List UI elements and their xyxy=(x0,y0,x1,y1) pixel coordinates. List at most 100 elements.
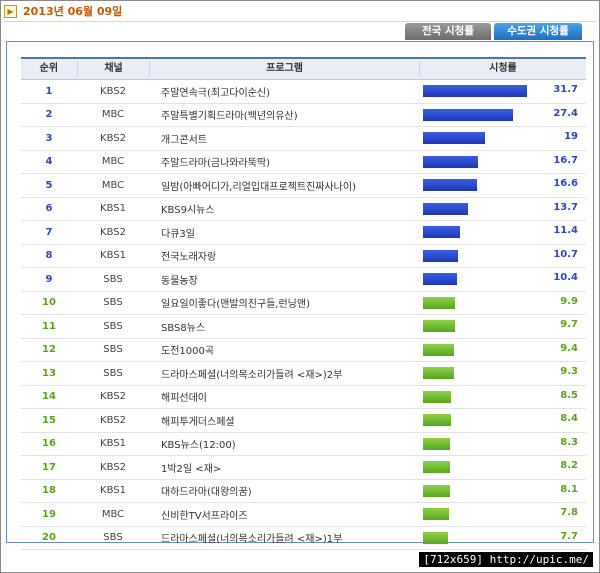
table-row[interactable]: 6 KBS1 KBS9시뉴스 13.7 xyxy=(21,198,586,221)
table-row[interactable]: 20 SBS 드라마스페셜(너의목소리가들려 <재>)1부 7.7 xyxy=(21,527,586,550)
rating-value: 9.9 xyxy=(560,295,578,307)
table-row[interactable]: 7 KBS2 다큐3일 11.4 xyxy=(21,221,586,245)
rating-bar xyxy=(423,226,460,238)
row-program[interactable]: 신비한TV서프라이즈 xyxy=(161,510,248,522)
table-row[interactable]: 12 SBS 도전1000곡 9.4 xyxy=(21,339,586,362)
table-row[interactable]: 13 SBS 드라마스페셜(너의목소리가들려 <재>)2부 9.3 xyxy=(21,362,586,386)
table-row[interactable]: 19 MBC 신비한TV서프라이즈 7.8 xyxy=(21,503,586,527)
row-channel: MBC xyxy=(101,156,125,168)
row-program[interactable]: 주말드라마(금나와라뚝딱) xyxy=(161,158,271,170)
row-program[interactable]: 드라마스페셜(너의목소리가들려 <재>)1부 xyxy=(161,534,343,546)
row-channel: KBS2 xyxy=(100,461,126,473)
table-row[interactable]: 14 KBS2 해피선데이 8.5 xyxy=(21,386,586,409)
row-rating: 7.7 xyxy=(419,527,586,550)
table-row[interactable]: 1 KBS2 주말연속극(최고다이순신) 31.7 xyxy=(21,80,586,104)
table-row[interactable]: 18 KBS1 대하드라마(대왕의꿈) 8.1 xyxy=(21,480,586,503)
row-program[interactable]: KBS9시뉴스 xyxy=(161,205,215,217)
row-rating: 9.3 xyxy=(419,362,586,385)
row-channel: MBC xyxy=(101,109,125,121)
table-row[interactable]: 16 KBS1 KBS뉴스(12:00) 8.3 xyxy=(21,433,586,456)
rating-value: 8.1 xyxy=(560,483,578,495)
table-row[interactable]: 5 MBC 일밤(아빠어디가,리얼입대프로젝트진짜사나이) 16.6 xyxy=(21,174,586,198)
row-program[interactable]: 주말연속극(최고다이순신) xyxy=(161,87,271,99)
row-rating: 10.4 xyxy=(419,268,586,291)
rating-value: 9.4 xyxy=(560,342,578,354)
rating-value: 7.7 xyxy=(560,530,578,542)
row-channel: SBS xyxy=(103,320,123,332)
divider xyxy=(4,21,596,22)
table-row[interactable]: 10 SBS 일요일이좋다(맨발의친구들,런닝맨) 9.9 xyxy=(21,292,586,315)
row-program[interactable]: 다큐3일 xyxy=(161,228,195,240)
row-rank: 13 xyxy=(42,367,56,379)
row-channel: SBS xyxy=(103,273,123,285)
table-row[interactable]: 15 KBS2 해피투게더스페셜 8.4 xyxy=(21,409,586,433)
row-rating: 27.4 xyxy=(419,104,586,127)
date-label: 2013년 06월 09일 xyxy=(23,5,123,18)
row-program[interactable]: 해피선데이 xyxy=(161,393,207,405)
row-program[interactable]: 일밤(아빠어디가,리얼입대프로젝트진짜사나이) xyxy=(161,181,356,193)
rating-bar xyxy=(423,343,454,356)
ratings-panel: 순위 채널 프로그램 시청률 1 KBS2 주말연속극(최고다이순신) 31.7 2 MB… xyxy=(6,41,594,550)
rating-bar xyxy=(423,531,448,544)
rating-value: 8.4 xyxy=(560,413,578,424)
row-rank: 8 xyxy=(45,250,53,262)
row-rank: 18 xyxy=(42,485,56,497)
row-channel: MBC xyxy=(101,179,125,191)
rating-value: 10.4 xyxy=(553,272,578,283)
rating-value: 7.8 xyxy=(560,507,578,518)
rating-value: 10.7 xyxy=(553,248,578,260)
row-rating: 9.9 xyxy=(419,292,586,315)
table-row[interactable]: 2 MBC 주말특별기획드라마(백년의유산) 27.4 xyxy=(21,104,586,127)
row-program[interactable]: 동물농장 xyxy=(161,275,198,287)
row-rank: 1 xyxy=(45,85,53,97)
rating-value: 13.7 xyxy=(553,201,578,213)
row-rating: 31.7 xyxy=(419,80,586,103)
row-rank: 17 xyxy=(42,461,56,473)
tab-nationwide[interactable]: 전국 시청률 xyxy=(405,23,491,40)
rating-bar xyxy=(423,273,457,285)
date-bar: ▶ 2013년 06월 09일 xyxy=(4,3,122,19)
row-program[interactable]: 주말특별기획드라마(백년의유산) xyxy=(161,111,298,123)
row-program[interactable]: 개그콘서트 xyxy=(161,134,207,146)
tab-capital-area[interactable]: 수도권 시청률 xyxy=(494,23,582,40)
rating-bar xyxy=(423,296,455,309)
row-channel: KBS2 xyxy=(100,132,126,144)
row-program[interactable]: 해피투게더스페셜 xyxy=(161,416,235,428)
rating-bar xyxy=(423,132,485,144)
row-rating: 8.5 xyxy=(419,386,586,409)
row-channel: KBS2 xyxy=(100,85,126,97)
rating-value: 11.4 xyxy=(553,225,578,236)
table-body: 1 KBS2 주말연속극(최고다이순신) 31.7 2 MBC 주말특별기획드라마(백년의유… xyxy=(21,80,586,550)
rating-bar xyxy=(423,390,451,403)
rating-value: 8.2 xyxy=(560,460,578,471)
row-program[interactable]: 드라마스페셜(너의목소리가들려 <재>)2부 xyxy=(161,369,343,381)
row-program[interactable]: SBS8뉴스 xyxy=(161,322,206,334)
header-rank: 순위 xyxy=(21,62,78,76)
row-rank: 12 xyxy=(42,344,56,356)
rating-bar xyxy=(423,85,527,97)
row-program[interactable]: 도전1000곡 xyxy=(161,346,215,358)
row-rating: 10.7 xyxy=(419,245,586,268)
table-row[interactable]: 8 KBS1 전국노래자랑 10.7 xyxy=(21,245,586,268)
row-program[interactable]: 1박2일 <재> xyxy=(161,463,222,475)
row-program[interactable]: 일요일이좋다(맨발의친구들,런닝맨) xyxy=(161,299,310,311)
row-rating: 11.4 xyxy=(419,221,586,244)
table-row[interactable]: 17 KBS2 1박2일 <재> 8.2 xyxy=(21,456,586,480)
rating-value: 8.3 xyxy=(560,436,578,448)
row-rank: 20 xyxy=(42,532,56,544)
rating-value: 9.7 xyxy=(560,319,578,330)
row-rank: 7 xyxy=(45,226,53,238)
table-row[interactable]: 3 KBS2 개그콘서트 19 xyxy=(21,127,586,151)
row-program[interactable]: 대하드라마(대왕의꿈) xyxy=(161,487,252,499)
watermark: [712x659] http://upic.me/ xyxy=(419,552,593,567)
row-program[interactable]: KBS뉴스(12:00) xyxy=(161,440,236,452)
row-program[interactable]: 전국노래자랑 xyxy=(161,252,217,264)
row-rating: 19 xyxy=(419,127,586,150)
table-row[interactable]: 4 MBC 주말드라마(금나와라뚝딱) 16.7 xyxy=(21,151,586,174)
row-channel: SBS xyxy=(103,344,123,356)
table-row[interactable]: 11 SBS SBS8뉴스 9.7 xyxy=(21,315,586,339)
row-rank: 16 xyxy=(42,438,56,450)
table-row[interactable]: 9 SBS 동물농장 10.4 xyxy=(21,268,586,292)
rating-bar xyxy=(423,320,455,332)
